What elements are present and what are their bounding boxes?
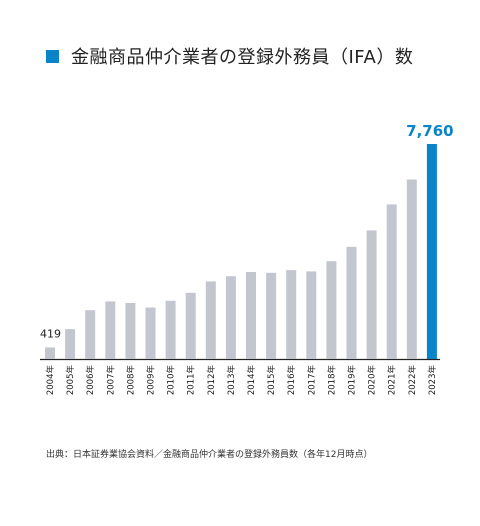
x-tick-label: 2004年: [45, 365, 56, 396]
bar-2016年: [286, 270, 297, 359]
x-tick-label: 2013年: [226, 365, 237, 396]
bar-2008年: [125, 303, 136, 359]
bar-2023年: [426, 144, 437, 359]
bar-2022年: [406, 179, 417, 359]
x-tick-label: 2006年: [85, 365, 96, 396]
x-tick-label: 2021年: [387, 365, 398, 396]
bar-2010年: [165, 300, 176, 359]
x-tick-label: 2014年: [246, 365, 257, 396]
x-tick-label: 2007年: [105, 365, 116, 396]
title-square-marker: [46, 49, 59, 63]
bar-2012年: [205, 281, 216, 359]
bar-2013年: [225, 276, 236, 359]
bar-2021年: [386, 204, 397, 359]
bar-2020年: [366, 230, 377, 359]
bar-2019年: [346, 246, 357, 359]
x-tick-label: 2011年: [186, 365, 197, 396]
data-label: 419: [40, 327, 61, 340]
x-tick-label: 2009年: [146, 365, 157, 396]
bar-2004年: [45, 347, 55, 359]
bar-2007年: [105, 301, 116, 359]
x-tick-label: 2017年: [306, 365, 317, 396]
data-label-highlight: 7,760: [406, 122, 453, 140]
x-tick-label: 2005年: [65, 365, 76, 396]
chart-title-row: 金融商品仲介業者の登録外務員（IFA）数: [46, 44, 413, 68]
x-tick-label: 2015年: [266, 365, 277, 396]
x-tick-label: 2023年: [427, 365, 438, 396]
bar-2017年: [306, 271, 317, 359]
x-tick-label: 2012年: [206, 365, 217, 396]
x-tick-label: 2022年: [407, 365, 418, 396]
bar-2015年: [266, 272, 277, 359]
x-tick-label: 2008年: [125, 365, 136, 396]
source-note: 出典：日本証券業協会資料／金融商品仲介業者の登録外務員数（各年12月時点）: [46, 450, 373, 460]
bar-2018年: [326, 261, 337, 359]
bar-2014年: [246, 272, 256, 359]
chart-title: 金融商品仲介業者の登録外務員（IFA）数: [71, 47, 414, 68]
bar-2006年: [85, 310, 96, 359]
x-tick-label: 2018年: [326, 365, 337, 396]
bar-2009年: [145, 307, 156, 359]
bar-2011年: [185, 292, 196, 359]
x-tick-label: 2016年: [286, 365, 297, 396]
x-tick-label: 2020年: [367, 365, 378, 396]
bar-2005年: [65, 329, 76, 359]
x-tick-label: 2010年: [166, 365, 177, 396]
x-tick-label: 2019年: [347, 365, 358, 396]
